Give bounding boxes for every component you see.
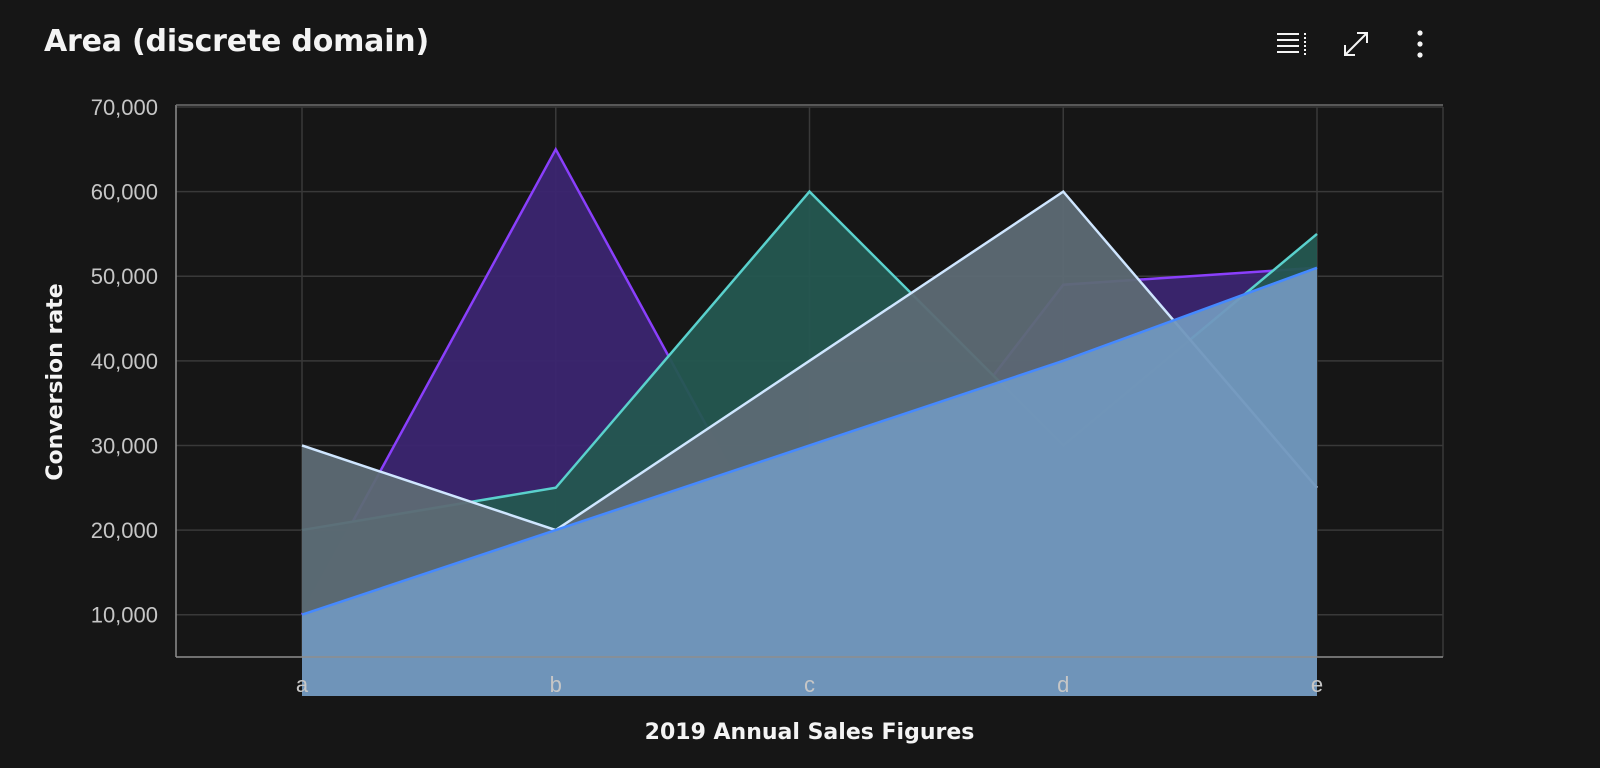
- y-tick-label: 30,000: [91, 433, 158, 458]
- y-tick-label: 10,000: [91, 603, 158, 628]
- y-tick-label: 20,000: [91, 518, 158, 543]
- area-line-series-4: [301, 266, 1318, 616]
- y-tick-label: 70,000: [91, 95, 158, 120]
- data-table-icon: [1275, 29, 1309, 59]
- area-line-series-3: [301, 189, 1318, 532]
- y-axis-title: Conversion rate: [43, 283, 68, 480]
- chart-title: Area (discrete domain): [44, 24, 429, 59]
- x-tick-label: d: [1057, 672, 1069, 697]
- axes: [175, 104, 1443, 658]
- y-tick-label: 60,000: [91, 180, 158, 205]
- y-tick-label: 40,000: [91, 349, 158, 374]
- maximize-icon: [1341, 29, 1371, 59]
- x-axis-title: 2019 Annual Sales Figures: [645, 720, 975, 745]
- y-axis-ticks: 10,000 20,000 30,000 40,000 50,000 60,000 70,0…: [91, 95, 158, 628]
- x-tick-label: b: [550, 672, 562, 697]
- chart-toolbar: [1260, 22, 1452, 66]
- x-tick-label: a: [296, 672, 309, 697]
- overflow-menu-icon: [1415, 29, 1425, 59]
- area-fill-series-4: [302, 267, 1317, 696]
- area-series-group: [300, 146, 1318, 697]
- x-tick-label: e: [1311, 672, 1323, 697]
- chart-header: Area (discrete domain): [0, 0, 1600, 90]
- data-table-button[interactable]: [1260, 22, 1324, 66]
- x-tick-label: c: [804, 672, 815, 697]
- maximize-button[interactable]: [1324, 22, 1388, 66]
- y-tick-label: 50,000: [91, 264, 158, 289]
- overflow-menu-button[interactable]: [1388, 22, 1452, 66]
- x-axis-ticks: a b c d e: [296, 672, 1323, 697]
